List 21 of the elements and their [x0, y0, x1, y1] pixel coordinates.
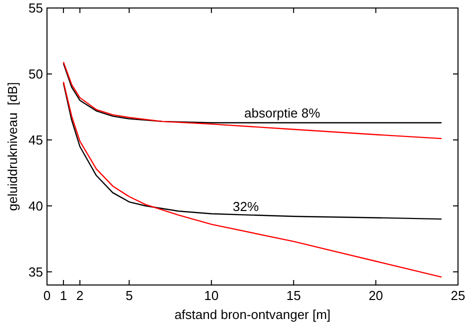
annotation: 32% [232, 199, 260, 214]
x-tick-label: 1 [60, 288, 68, 303]
y-tick-label: 35 [28, 264, 43, 280]
x-tick-label: 2 [76, 288, 84, 303]
y-tick-label: 45 [28, 132, 43, 148]
x-tick-label: 5 [126, 288, 133, 303]
y-tick-label: 55 [28, 0, 43, 16]
line-series [62, 82, 442, 220]
line-series [62, 62, 442, 124]
line-series [62, 61, 442, 140]
y-tick-label: 50 [28, 66, 43, 82]
annotation: absorptie 8% [244, 105, 321, 120]
y-tick-label: 40 [28, 198, 43, 214]
x-tick-label: 10 [204, 288, 219, 303]
x-tick-label: 15 [286, 288, 301, 303]
x-axis-title: afstand bron-ontvanger [m] [174, 307, 331, 322]
x-tick-label: 25 [450, 288, 466, 303]
x-tick-label: 0 [43, 288, 51, 303]
y-axis-title: geluiddrukniveau [dB] [5, 82, 20, 211]
line-series [62, 81, 442, 278]
x-tick-label: 20 [368, 288, 384, 303]
